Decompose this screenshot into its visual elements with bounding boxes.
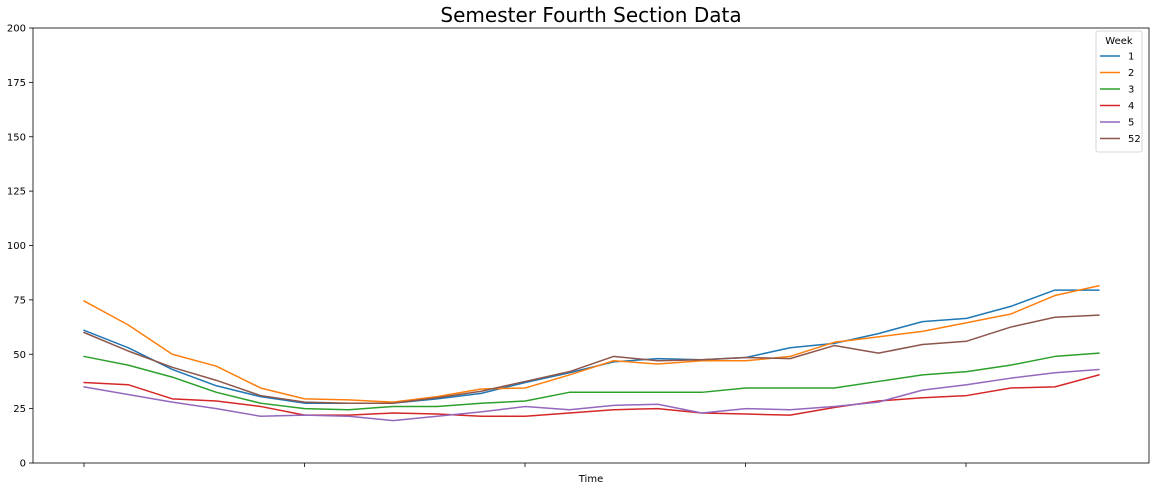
legend: Week 1 2 3 4 5 52	[1095, 30, 1143, 153]
y-tick-label: 50	[13, 350, 26, 361]
legend-entry-2: 2	[1128, 68, 1134, 79]
x-axis-label: Time	[578, 474, 603, 485]
legend-entry-52: 52	[1128, 134, 1141, 145]
y-tick-label: 75	[13, 295, 26, 306]
y-tick-label: 125	[7, 187, 26, 198]
series-line-5	[83, 368, 1100, 422]
y-tick-label: 200	[7, 24, 26, 35]
legend-entry-1: 1	[1128, 52, 1134, 63]
legend-title: Week	[1105, 36, 1133, 47]
chart-title: Semester Fourth Section Data	[440, 3, 741, 27]
y-tick-label: 25	[13, 404, 26, 415]
series-line-52	[83, 314, 1100, 404]
y-tick-label: 0	[20, 459, 26, 470]
legend-entry-4: 4	[1128, 101, 1134, 112]
series-line-3	[83, 352, 1100, 411]
legend-entry-3: 3	[1128, 85, 1134, 96]
series-line-1	[83, 289, 1100, 404]
legend-entry-5: 5	[1128, 118, 1134, 129]
plot-frame	[32, 27, 1150, 464]
series-line-2	[83, 284, 1100, 403]
y-tick-label: 150	[7, 132, 26, 143]
y-tick-label: 100	[7, 241, 26, 252]
series-line-4	[83, 374, 1100, 417]
y-tick-label: 175	[7, 78, 26, 89]
